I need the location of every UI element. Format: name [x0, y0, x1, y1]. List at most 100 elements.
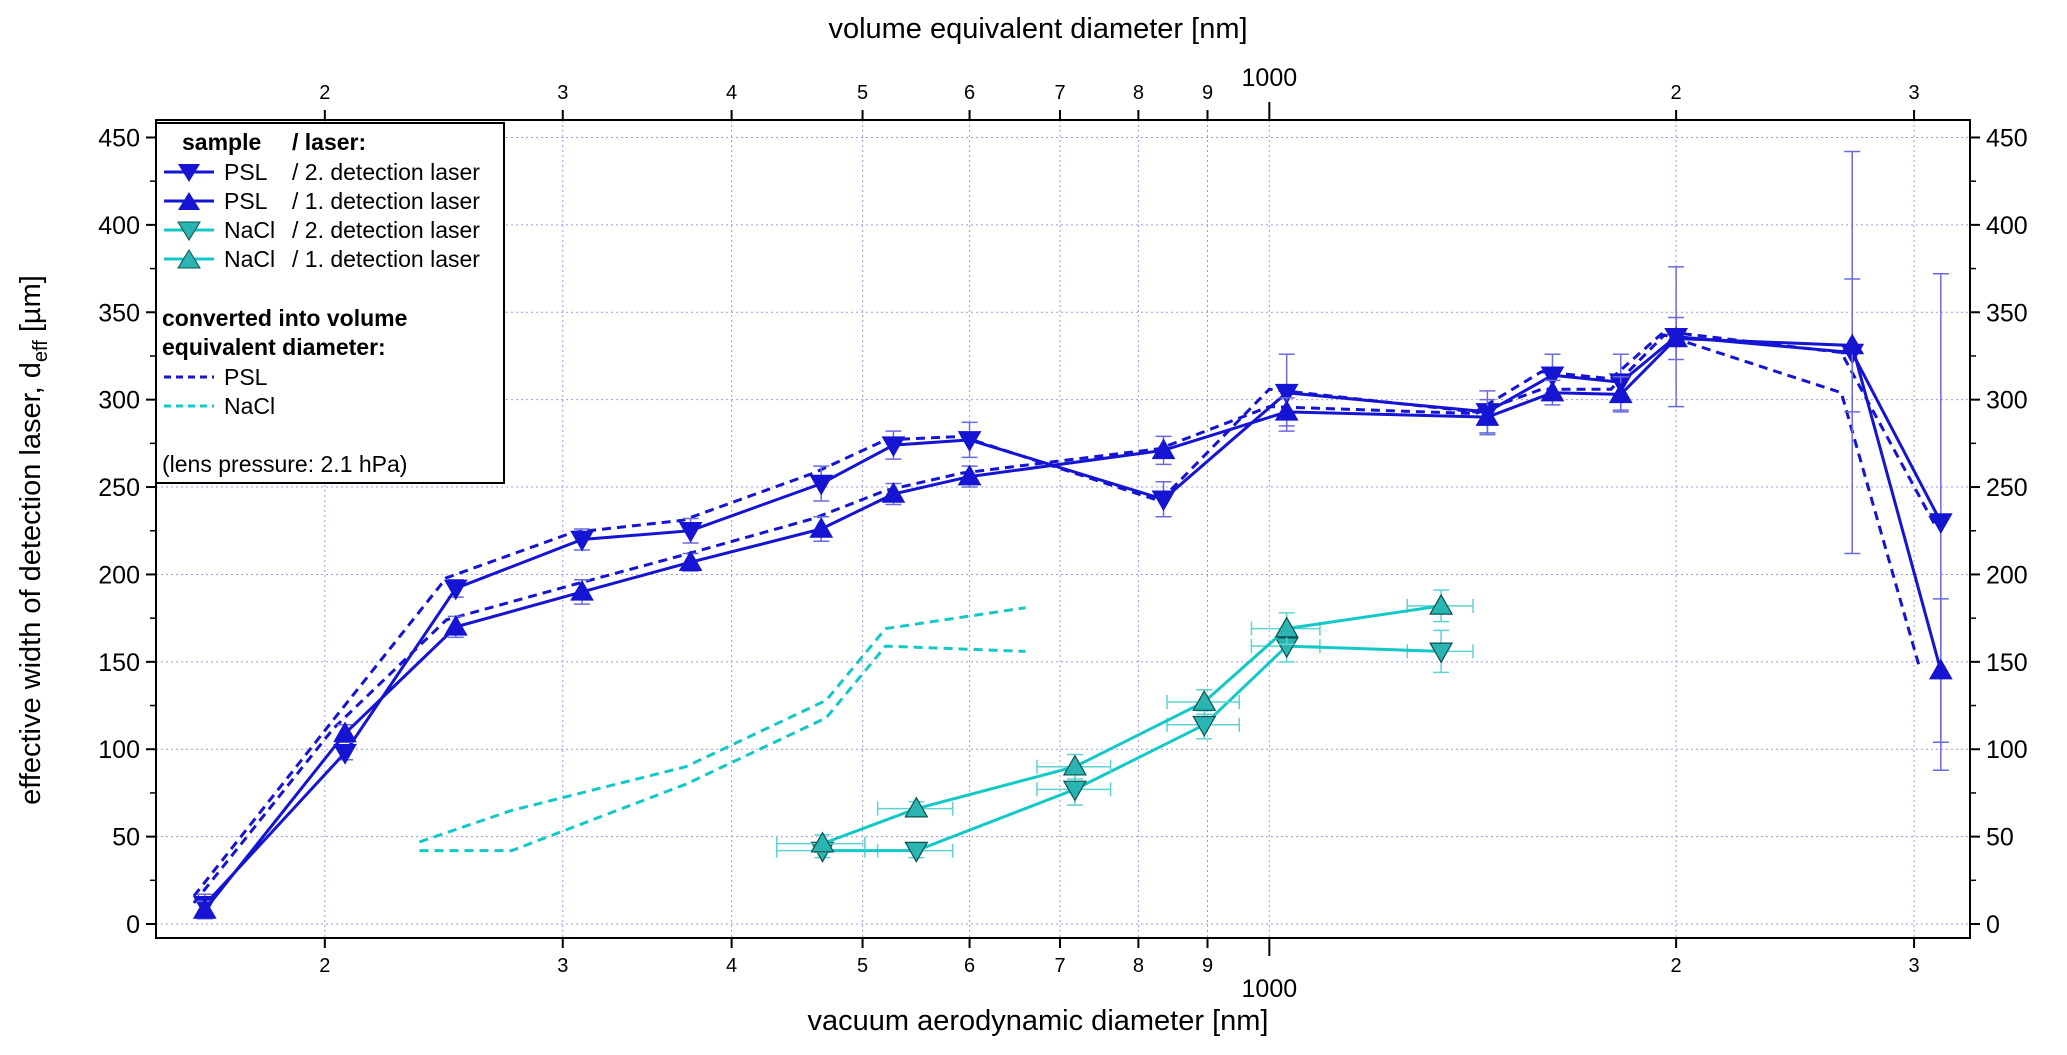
- x-axis-title: vacuum aerodynamic diameter [nm]: [808, 1005, 1269, 1037]
- data-point-down-triangle: [1062, 780, 1087, 802]
- legend-entry: PSL: [164, 364, 268, 390]
- grid: [156, 120, 1970, 938]
- x-tick-label: 2: [319, 955, 330, 977]
- series-psl-up: [192, 278, 1953, 920]
- y-tick-label-right: 150: [1986, 649, 2028, 677]
- legend-laser: / 2. detection laser: [292, 159, 480, 185]
- data-point-down-triangle: [570, 530, 594, 552]
- data-point-down-triangle: [904, 841, 929, 863]
- legend-sample: PSL: [224, 159, 268, 185]
- x-tick-label-top: 9: [1202, 82, 1213, 104]
- data-point-down-triangle: [1540, 366, 1565, 388]
- data-point-up-triangle: [1062, 754, 1087, 776]
- legend-entry: NaCl: [164, 393, 275, 419]
- data-point-up-triangle: [570, 579, 594, 601]
- data-point-up-triangle: [443, 614, 468, 636]
- data-point-down-triangle: [881, 436, 906, 458]
- data-point-down-triangle: [678, 521, 703, 543]
- legend-converted-title-1: converted into volume: [162, 305, 407, 331]
- data-point-up-triangle: [1608, 382, 1633, 404]
- up-triangle-marker-icon: [178, 192, 200, 210]
- x-tick-label: 8: [1133, 955, 1144, 977]
- data-point-down-triangle: [1274, 383, 1299, 405]
- series-line: [203, 336, 1943, 911]
- converted-line: [419, 606, 1026, 844]
- data-point-up-triangle: [1274, 616, 1299, 638]
- y-tick-label: 200: [98, 561, 140, 589]
- y-tick-label: 300: [98, 387, 140, 415]
- y-tick-label-right: 400: [1986, 212, 2028, 240]
- x-tick-label: 5: [857, 955, 868, 977]
- legend-entry: PSL / 1. detection laser: [164, 188, 480, 214]
- legend-sample: NaCl: [224, 246, 275, 272]
- y-tick-label-right: 450: [1986, 124, 2028, 152]
- x-tick-label: 3: [557, 955, 568, 977]
- y-tick-label: 250: [98, 474, 140, 502]
- data-point-up-triangle: [1429, 593, 1454, 615]
- data-point-down-triangle: [1429, 642, 1454, 664]
- x-tick-label: 9: [1202, 955, 1213, 977]
- legend-entry: NaCl / 1. detection laser: [164, 246, 480, 272]
- data-point-down-triangle: [333, 743, 357, 765]
- data-point-up-triangle: [1192, 689, 1217, 711]
- data-point-up-triangle: [1928, 658, 1953, 680]
- plot-frame: [155, 119, 1971, 939]
- down-triangle-marker-icon: [178, 164, 200, 182]
- legend-sample: PSL: [224, 364, 268, 390]
- data-point-up-triangle: [881, 482, 906, 503]
- x-tick-label: 3: [1909, 955, 1920, 977]
- data-point-up-triangle: [1540, 380, 1565, 402]
- y-tick-label-right: 100: [1986, 736, 2028, 764]
- legend-entry: NaCl / 2. detection laser: [164, 217, 480, 243]
- data-point-down-triangle: [1928, 513, 1953, 535]
- converted-line: [419, 644, 1026, 853]
- data-point-up-triangle: [957, 464, 982, 486]
- y-axis-title-unit: [µm]: [15, 275, 47, 340]
- data-point-up-triangle: [1274, 399, 1299, 421]
- data-point-down-triangle: [809, 474, 834, 496]
- data-point-down-triangle: [1192, 715, 1217, 737]
- y-axis-title: effective width of detection laser, deff…: [15, 275, 52, 805]
- y-tick-label: 450: [98, 124, 140, 152]
- data-point-down-triangle: [957, 431, 982, 452]
- x-tick-label-top: 3: [557, 82, 568, 104]
- data-point-up-triangle: [809, 516, 834, 538]
- legend-laser: / 2. detection laser: [292, 217, 480, 243]
- x-tick-label-top: 6: [964, 82, 975, 104]
- y-tick-label: 350: [98, 299, 140, 327]
- y-tick-label: 100: [98, 736, 140, 764]
- x-tick-label-top: 7: [1054, 82, 1065, 104]
- x-tick-label-top: 2: [1671, 82, 1682, 104]
- x-tick-label-top: 2: [319, 82, 330, 104]
- y-axis-title-sub: eff: [30, 340, 52, 362]
- x-tick-label-top: 3: [1909, 82, 1920, 104]
- legend-sample: NaCl: [224, 393, 275, 419]
- legend-sample: PSL: [224, 188, 268, 214]
- legend-box: [155, 122, 505, 484]
- legend-header-sample: sample: [182, 129, 261, 155]
- x-tick-label-top: 8: [1133, 82, 1144, 104]
- x-tick-label: 6: [964, 955, 975, 977]
- y-tick-label: 50: [112, 824, 140, 852]
- data-point-up-triangle: [810, 831, 835, 853]
- data-series: [192, 150, 1953, 920]
- x2-axis-title: volume equivalent diameter [nm]: [828, 13, 1247, 45]
- series-line: [822, 644, 1442, 853]
- series-line: [203, 335, 1943, 906]
- legend-sample: NaCl: [224, 217, 275, 243]
- data-point-up-triangle: [678, 550, 703, 571]
- legend: sample / laser: PSL / 2. detection laser…: [155, 122, 505, 484]
- x-major-tick-label: 1000: [1242, 975, 1298, 1003]
- x-tick-label: 4: [726, 955, 737, 977]
- data-point-down-triangle: [1151, 490, 1176, 512]
- data-point-up-triangle: [1151, 438, 1176, 460]
- legend-note: (lens pressure: 2.1 hPa): [162, 451, 407, 477]
- legend-converted-title-2: equivalent diameter:: [162, 334, 386, 360]
- y-tick-label-right: 300: [1986, 387, 2028, 415]
- down-triangle-marker-icon: [177, 221, 201, 241]
- y-tick-label-right: 50: [1986, 824, 2014, 852]
- series-nacl-up: [776, 589, 1474, 854]
- x-tick-label: 7: [1054, 955, 1065, 977]
- y-tick-label: 400: [98, 212, 140, 240]
- y-tick-label-right: 350: [1986, 299, 2028, 327]
